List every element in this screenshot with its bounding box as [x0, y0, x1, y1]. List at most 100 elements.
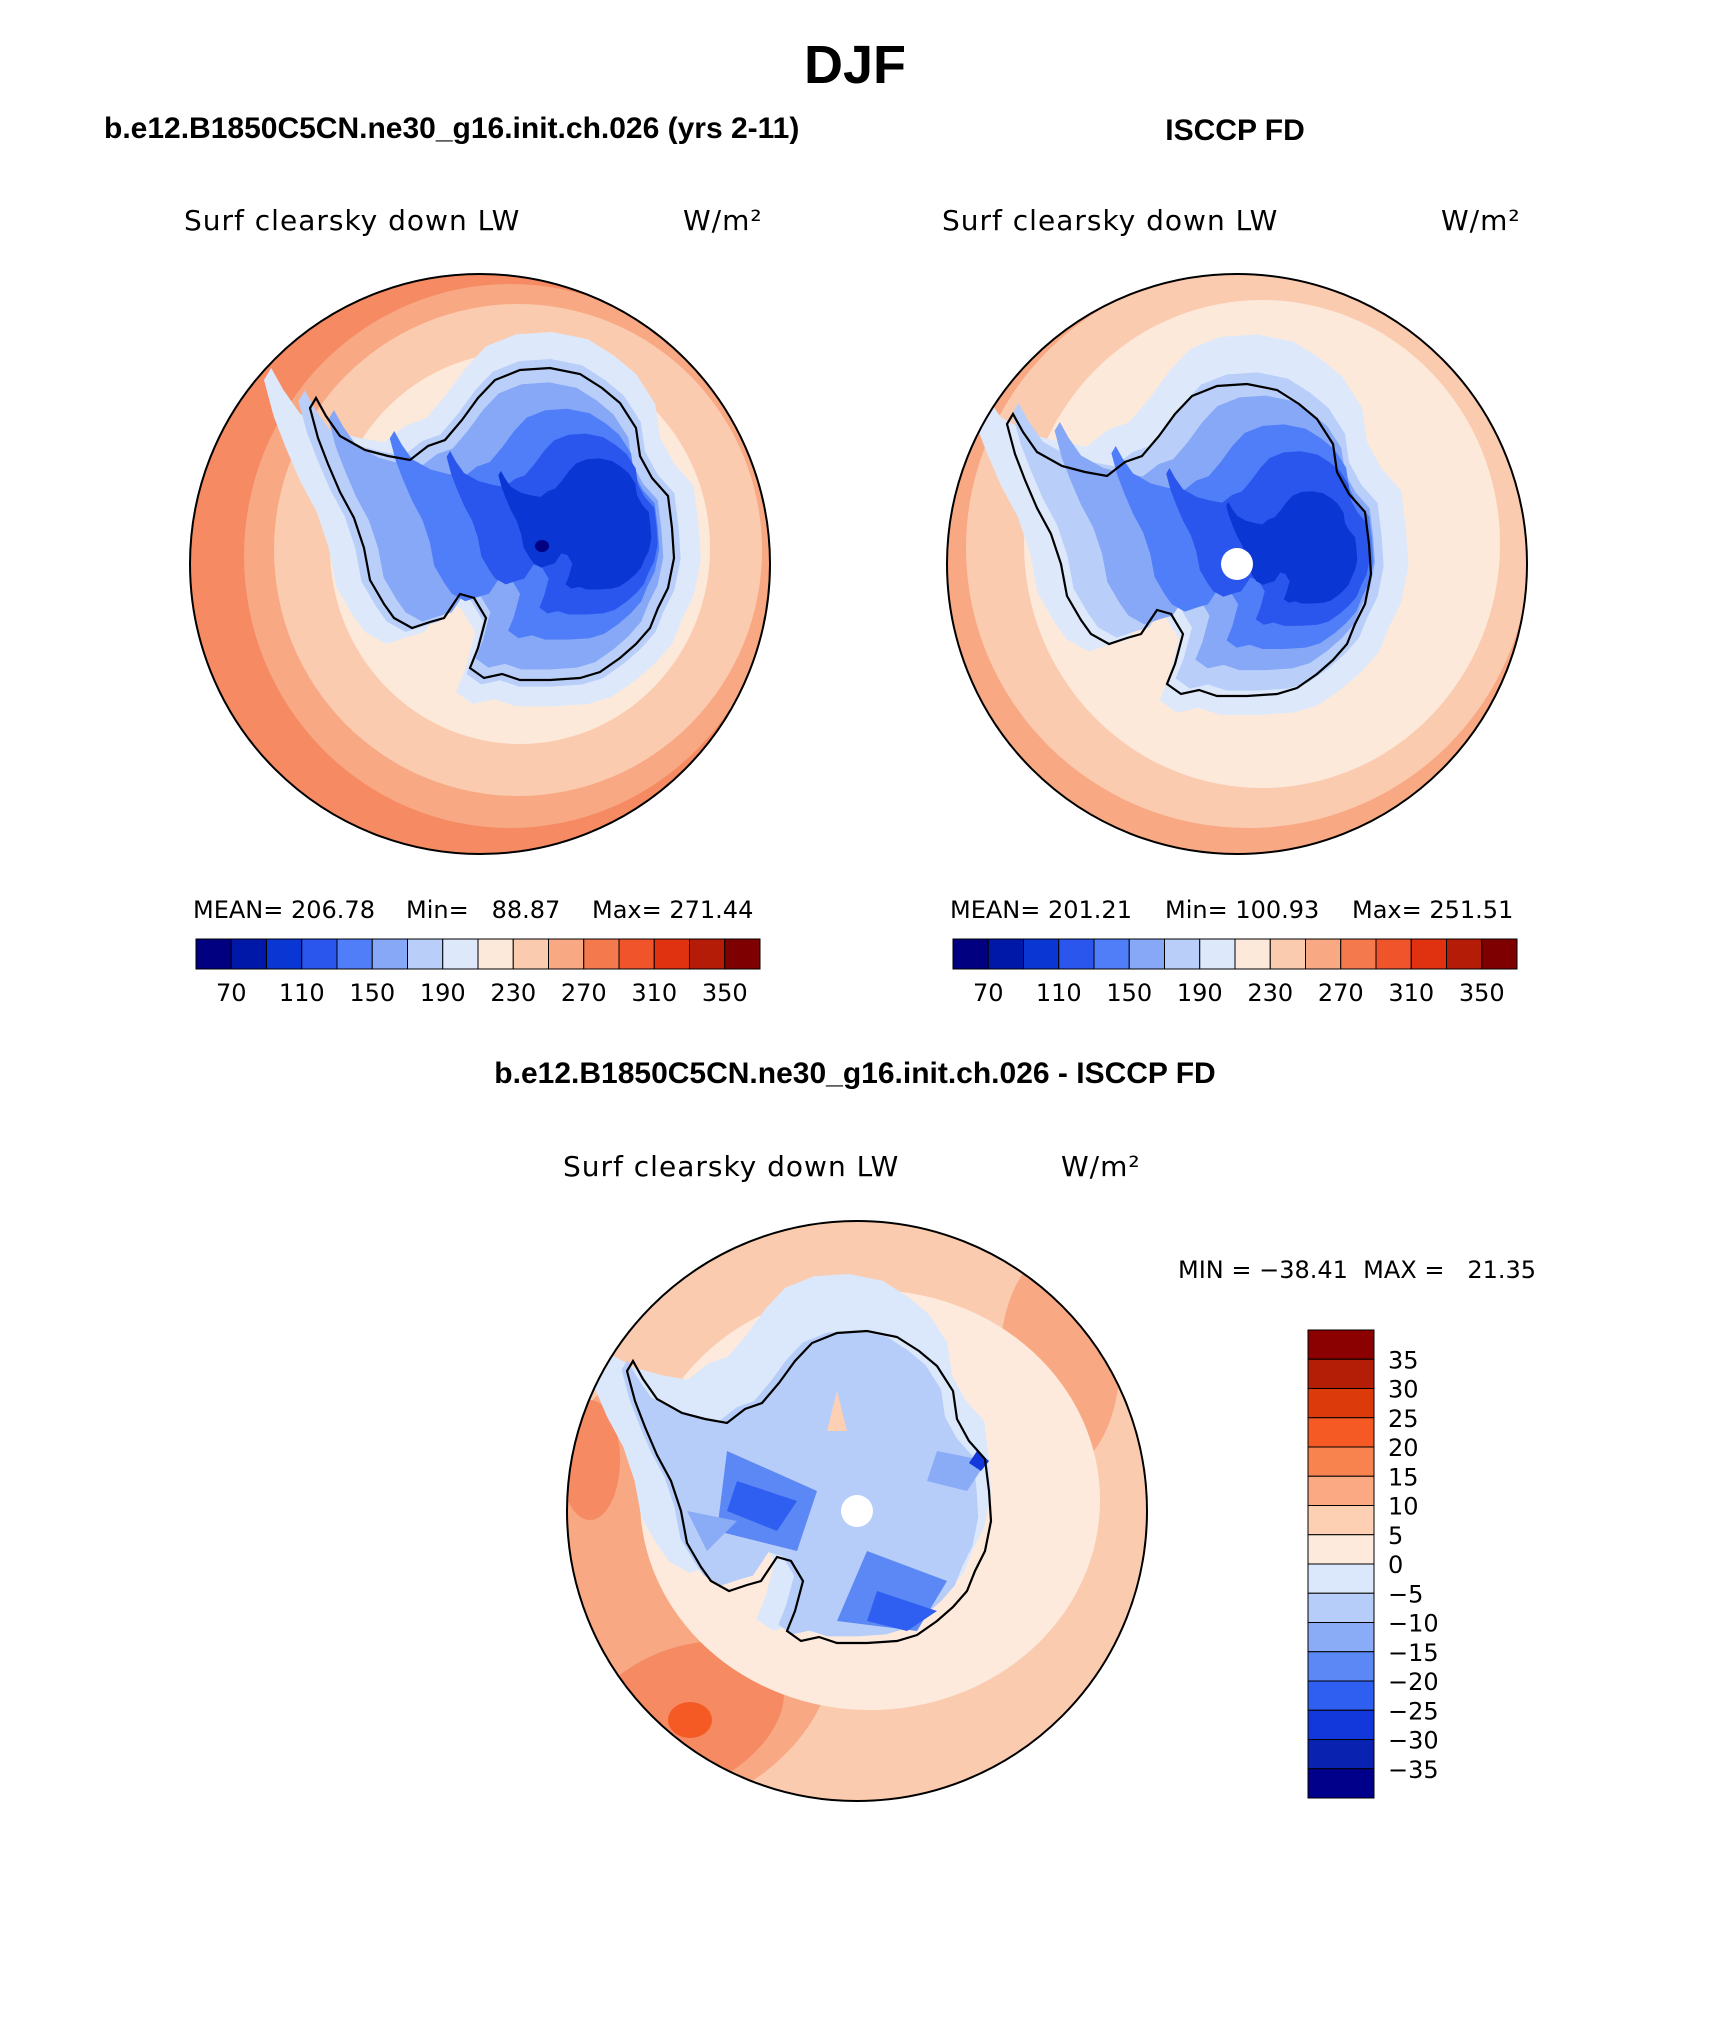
colorbar-tick-label: 5: [1388, 1522, 1403, 1550]
colorbar-swatch: [1023, 938, 1060, 970]
colorbar-swatch: [583, 938, 620, 970]
colorbar-swatch: [1307, 1505, 1375, 1536]
colorbar-tick-label: 190: [420, 979, 466, 1007]
colorbar-tick-label: 70: [216, 979, 247, 1007]
colorbar-model: 70 110 150 190 230 270 310 350: [195, 938, 761, 1007]
colorbar-swatch: [1307, 1534, 1375, 1565]
colorbar-swatch: [371, 938, 408, 970]
units-label-obs: W/m²: [1441, 204, 1521, 237]
colorbar-swatch: [618, 938, 655, 970]
colorbar-swatch: [301, 938, 338, 970]
colorbar-tick-label: 230: [1247, 979, 1293, 1007]
colorbar-swatch: [1307, 1622, 1375, 1653]
colorbar-swatch: [1128, 938, 1165, 970]
colorbar-swatch: [1307, 1563, 1375, 1594]
colorbar-tick-label: 110: [279, 979, 325, 1007]
colorbar-swatch: [1305, 938, 1342, 970]
variable-label-model: Surf clearsky down LW: [184, 204, 521, 237]
colorbar-swatch: [1307, 1417, 1375, 1448]
units-label-model: W/m²: [683, 204, 763, 237]
colorbar-tick-label: 270: [561, 979, 607, 1007]
colorbar-tick-label: 110: [1036, 979, 1082, 1007]
stats-minmax-diff: MIN = −38.41 MAX = 21.35: [1178, 1256, 1537, 1284]
colorbar-tick-label: 150: [349, 979, 395, 1007]
colorbar-swatch: [689, 938, 726, 970]
stats-min-model: Min= 88.87: [406, 896, 561, 924]
colorbar-tick-label: −20: [1388, 1668, 1439, 1696]
colorbar-tick-label: 350: [1459, 979, 1505, 1007]
colorbar-swatch: [1307, 1651, 1375, 1682]
panel-header-diff: b.e12.B1850C5CN.ne30_g16.init.ch.026 - I…: [494, 1057, 1216, 1090]
colorbar-swatch: [987, 938, 1024, 970]
colorbar-swatch: [1340, 938, 1377, 970]
colorbar-swatch: [1307, 1709, 1375, 1740]
colorbar-swatch: [1234, 938, 1271, 970]
pole-hole-diff: [841, 1495, 873, 1527]
panel-header-model: b.e12.B1850C5CN.ne30_g16.init.ch.026 (yr…: [104, 112, 800, 145]
colorbar-swatch: [1307, 1592, 1375, 1623]
colorbar-swatch: [336, 938, 373, 970]
colorbar-tick-label: 310: [631, 979, 677, 1007]
stats-max-obs: Max= 251.51: [1352, 896, 1514, 924]
variable-label-obs: Surf clearsky down LW: [942, 204, 1279, 237]
colorbar-swatch: [1307, 1329, 1375, 1360]
colorbar-swatch: [1307, 1358, 1375, 1389]
colorbar-obs: 70 110 150 190 230 270 310 350: [952, 938, 1518, 1007]
stats-mean-model: MEAN= 206.78: [193, 896, 375, 924]
variable-label-diff: Surf clearsky down LW: [563, 1150, 900, 1183]
colorbar-swatch: [266, 938, 303, 970]
stats-min-obs: Min= 100.93: [1165, 896, 1320, 924]
colorbar-tick-label: 30: [1388, 1376, 1419, 1404]
colorbar-swatch: [1058, 938, 1095, 970]
pole-hole-obs: [1221, 548, 1253, 580]
colorbar-swatch: [724, 938, 761, 970]
colorbar-swatch: [1446, 938, 1483, 970]
colorbar-swatch: [1164, 938, 1201, 970]
figure-title: DJF: [803, 35, 906, 95]
colorbar-tick-label: −10: [1388, 1610, 1439, 1638]
colorbar-tick-label: −25: [1388, 1697, 1439, 1725]
stats-max-model: Max= 271.44: [592, 896, 754, 924]
colorbar-swatch: [512, 938, 549, 970]
colorbar-tick-label: −15: [1388, 1639, 1439, 1667]
colorbar-swatch: [1093, 938, 1130, 970]
colorbar-tick-label: 15: [1388, 1463, 1419, 1491]
colorbar-swatch: [1269, 938, 1306, 970]
colorbar-swatch: [952, 938, 989, 970]
colorbar-tick-label: 20: [1388, 1434, 1419, 1462]
colorbar-tick-label: −30: [1388, 1727, 1439, 1755]
colorbar-tick-label: 70: [973, 979, 1004, 1007]
colorbar-tick-label: 310: [1388, 979, 1434, 1007]
map-frame-diff: [566, 1220, 1148, 1802]
colorbar-tick-label: 270: [1318, 979, 1364, 1007]
map-model: [190, 274, 770, 854]
units-label-diff: W/m²: [1061, 1150, 1141, 1183]
colorbar-tick-label: 35: [1388, 1346, 1419, 1374]
colorbar-swatch: [407, 938, 444, 970]
colorbar-swatch: [195, 938, 232, 970]
colorbar-tick-label: 350: [702, 979, 748, 1007]
colorbar-tick-label: 150: [1106, 979, 1152, 1007]
colorbar-swatch: [1307, 1475, 1375, 1506]
colorbar-swatch: [653, 938, 690, 970]
colorbar-tick-label: −35: [1388, 1756, 1439, 1784]
colorbar-swatch: [1199, 938, 1236, 970]
colorbar-tick-label: 10: [1388, 1493, 1419, 1521]
colorbar-swatch: [1375, 938, 1412, 970]
colorbar-tick-label: 0: [1388, 1551, 1403, 1579]
map-frame-obs: [946, 273, 1528, 855]
colorbar-tick-label: 190: [1177, 979, 1223, 1007]
colorbar-swatch: [1307, 1446, 1375, 1477]
stats-mean-obs: MEAN= 201.21: [950, 896, 1132, 924]
colorbar-swatch: [1307, 1680, 1375, 1711]
colorbar-swatch: [1410, 938, 1447, 970]
colorbar-swatch: [230, 938, 267, 970]
colorbar-swatch: [477, 938, 514, 970]
colorbar-swatch: [1307, 1739, 1375, 1770]
map-frame-model: [189, 273, 771, 855]
map-obs: [947, 274, 1527, 854]
colorbar-swatch: [442, 938, 479, 970]
colorbar-tick-label: −5: [1388, 1580, 1423, 1608]
